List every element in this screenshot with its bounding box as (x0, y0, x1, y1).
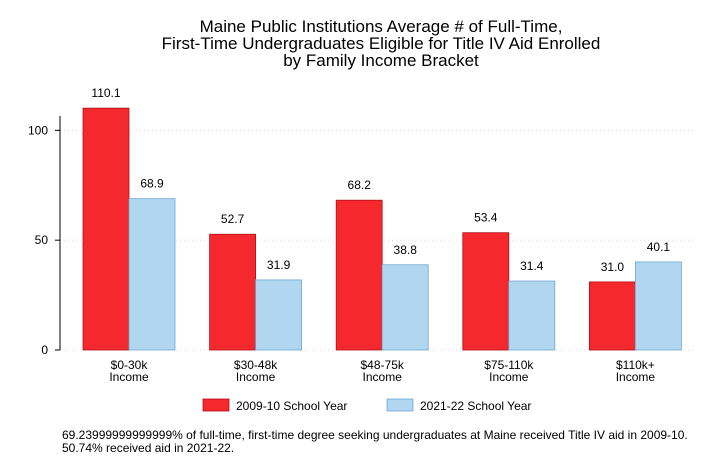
chart-title-line-2: First-Time Undergraduates Eligible for T… (162, 34, 601, 53)
chart-title-line-1: Maine Public Institutions Average # of F… (200, 17, 563, 36)
legend-label: 2021-22 School Year (420, 399, 531, 413)
x-category-label: $75-110k (484, 358, 534, 372)
x-axis-labels: $0-30kIncome$30-48kIncome$48-75kIncome$7… (109, 358, 655, 384)
x-category-label: Income (616, 370, 656, 384)
legend-swatch (202, 398, 230, 412)
y-tick-label: 50 (35, 233, 49, 247)
y-tick-label: 0 (41, 343, 48, 357)
data-labels: 110.1 68.9 52.7 31.9 68.2 38.8 53.4 31.4 31.0 40.… (91, 86, 670, 274)
x-category-label: $110k+ (616, 358, 655, 372)
y-axis: 0 50 100 (28, 116, 61, 357)
bar-series-1 (335, 199, 383, 351)
chart-title-line-3: by Family Income Bracket (283, 51, 479, 70)
x-category-label: Income (363, 370, 403, 384)
data-label: 68.9 (140, 177, 164, 191)
x-category-label: $0-30k (111, 358, 149, 372)
data-label: 31.9 (267, 258, 291, 272)
data-label: 31.4 (520, 259, 544, 273)
bar-series-2 (381, 264, 429, 351)
legend-swatch (386, 398, 414, 412)
legend-label: 2009-10 School Year (236, 399, 347, 413)
x-category-label: $30-48k (234, 358, 278, 372)
x-category-label: Income (236, 370, 276, 384)
data-label: 40.1 (647, 240, 671, 254)
y-tick-label: 100 (28, 123, 48, 137)
data-label: 52.7 (221, 212, 245, 226)
chart-title: Maine Public Institutions Average # of F… (162, 17, 601, 70)
bar-series-1 (462, 232, 510, 351)
bar-series-2 (508, 280, 556, 351)
data-label: 31.0 (601, 260, 625, 274)
bar-series-2 (255, 279, 303, 351)
bar-series-2 (128, 198, 176, 351)
x-category-label: $48-75k (361, 358, 405, 372)
bar-series-2 (635, 261, 682, 351)
data-label: 110.1 (91, 86, 120, 100)
data-label: 68.2 (348, 178, 372, 192)
bar-series-1 (82, 107, 130, 351)
footnote: 69.23999999999999% of full-time, first-t… (62, 428, 688, 455)
bar-series-1 (589, 281, 636, 351)
bar-series-1 (209, 233, 257, 351)
x-category-label: Income (489, 370, 529, 384)
x-category-label: Income (109, 370, 149, 384)
data-label: 38.8 (394, 243, 418, 257)
bars (82, 107, 682, 351)
legend: 2009-10 School Year 2021-22 School Year (202, 398, 531, 413)
data-label: 53.4 (474, 211, 498, 225)
